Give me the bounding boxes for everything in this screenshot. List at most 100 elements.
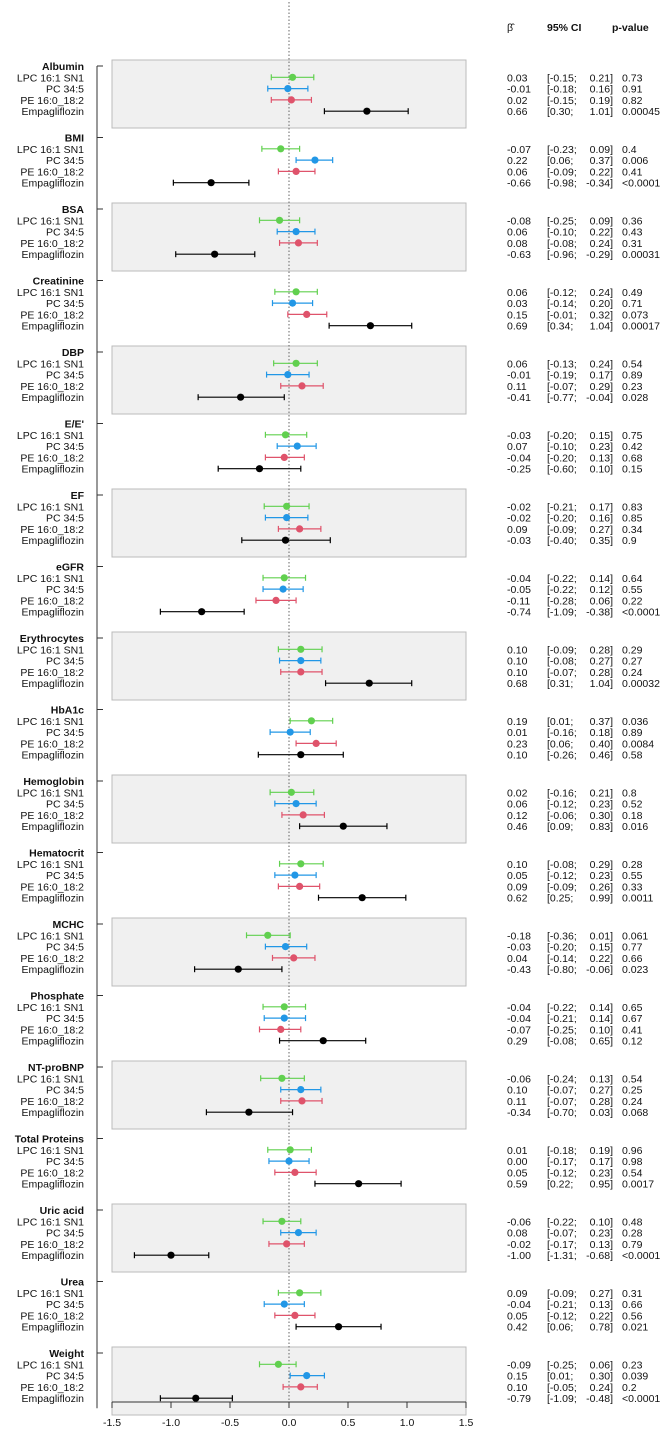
row-label: PC 34:5: [46, 370, 84, 382]
ci-high: 0.28]: [590, 667, 613, 679]
estimate-1: [263, 1014, 307, 1022]
estimate-2: [280, 382, 324, 390]
ci-low: [-0.21;: [547, 1013, 577, 1025]
ci-high: 0.09]: [590, 144, 613, 156]
ci-high: 0.65]: [590, 1036, 613, 1048]
ci-low: [-0.20;: [547, 942, 577, 954]
p-value: 0.12: [622, 1036, 643, 1048]
p-value: 0.22: [622, 595, 643, 607]
ci-low: [-0.21;: [547, 501, 577, 513]
ci-low: [0.22;: [547, 1179, 573, 1191]
point-estimate: [319, 1037, 327, 1045]
row-label: PE 16:0_18:2: [20, 953, 84, 965]
row-label: Empagliflozin: [22, 1179, 85, 1191]
estimate-0: [270, 73, 315, 81]
beta-value: -0.03: [507, 535, 531, 547]
ci-low: [-0.14;: [547, 298, 577, 310]
ci-high: 0.14]: [590, 573, 613, 585]
estimate-3: [323, 107, 409, 115]
ci-low: [-0.10;: [547, 441, 577, 453]
x-tick-label: -1.0: [162, 1417, 180, 1429]
estimate-2: [281, 811, 325, 819]
estimate-0: [258, 1360, 297, 1368]
point-estimate: [264, 931, 272, 939]
row-label: LPC 16:1 SN1: [17, 859, 84, 871]
row-label: Empagliflozin: [22, 1393, 85, 1405]
p-value: 0.43: [622, 227, 643, 239]
estimate-3: [175, 250, 256, 258]
p-value: 0.34: [622, 524, 643, 536]
row-label: LPC 16:1 SN1: [17, 930, 84, 942]
header-p-value: p-value: [612, 22, 649, 34]
group-label: Phosphate: [30, 991, 84, 1003]
x-axis: -1.5 -1.0 -0.5 0.0 0.5 1.0 1.5: [103, 1401, 473, 1429]
ci-high: 0.20]: [590, 298, 613, 310]
row-label: Empagliflozin: [22, 392, 85, 404]
beta-value: 0.08: [507, 238, 528, 250]
ci-low: [-0.25;: [547, 215, 577, 227]
p-value: 0.71: [622, 298, 643, 310]
point-estimate: [283, 514, 291, 522]
ci-low: [0.34;: [547, 321, 573, 333]
point-estimate: [292, 167, 300, 175]
point-estimate: [285, 1157, 293, 1165]
point-estimate: [297, 860, 305, 868]
ci-low: [-0.15;: [547, 72, 577, 84]
row-label: PE 16:0_18:2: [20, 1382, 84, 1394]
ci-high: 0.06]: [590, 1359, 613, 1371]
estimate-2: [277, 525, 322, 533]
p-value: 0.061: [622, 930, 648, 942]
p-value: 0.00017: [622, 321, 660, 333]
ci-high: 0.37]: [590, 155, 613, 167]
point-estimate: [297, 1086, 305, 1094]
ci-high: 0.17]: [590, 501, 613, 513]
point-estimate: [291, 1311, 299, 1319]
ci-high: 0.13]: [590, 1073, 613, 1085]
p-value: 0.66: [622, 953, 643, 965]
ci-low: [-1.09;: [547, 607, 577, 619]
row-label: PC 34:5: [46, 1013, 84, 1025]
p-value: 0.27: [622, 656, 643, 668]
ci-low: [-1.31;: [547, 1250, 577, 1262]
p-value: 0.00031: [622, 249, 660, 261]
ci-high: 0.29]: [590, 381, 613, 393]
ci-high: 0.29]: [590, 859, 613, 871]
beta-value: 0.09: [507, 881, 528, 893]
row-label: Empagliflozin: [22, 964, 85, 976]
ci-low: [-0.22;: [547, 584, 577, 596]
estimate-3: [172, 179, 250, 187]
point-estimate: [284, 85, 292, 93]
p-value: 0.77: [622, 942, 643, 954]
row-label: LPC 16:1 SN1: [17, 1145, 84, 1157]
p-value: 0.00045: [622, 106, 660, 118]
ci-high: 0.10]: [590, 1216, 613, 1228]
point-estimate: [280, 1014, 288, 1022]
p-value: 0.31: [622, 1288, 643, 1300]
point-estimate: [334, 1323, 343, 1331]
beta-value: 0.68: [507, 678, 528, 690]
row-label: PE 16:0_18:2: [20, 1024, 84, 1036]
p-value: 0.54: [622, 1167, 643, 1179]
estimate-3: [324, 679, 413, 687]
point-estimate: [275, 216, 284, 224]
row-label: PC 34:5: [46, 942, 84, 954]
point-estimate: [307, 717, 316, 725]
p-value: <0.0001: [622, 607, 660, 619]
point-estimate: [277, 1025, 285, 1033]
beta-value: -0.04: [507, 1002, 531, 1014]
p-value: 0.52: [622, 799, 643, 811]
estimate-0: [263, 502, 310, 510]
p-value: 0.00032: [622, 678, 660, 690]
row-label: PE 16:0_18:2: [20, 1239, 84, 1251]
row-label: Empagliflozin: [22, 821, 85, 833]
row-label: LPC 16:1 SN1: [17, 501, 84, 513]
row-label: PE 16:0_18:2: [20, 524, 84, 536]
group-label: BMI: [65, 133, 84, 145]
row-label: LPC 16:1 SN1: [17, 644, 84, 656]
p-value: 0.2: [622, 1382, 637, 1394]
ci-low: [-0.15;: [547, 95, 577, 107]
beta-value: 0.15: [507, 309, 528, 321]
beta-value: -0.18: [507, 930, 531, 942]
row-label: PE 16:0_18:2: [20, 738, 84, 750]
